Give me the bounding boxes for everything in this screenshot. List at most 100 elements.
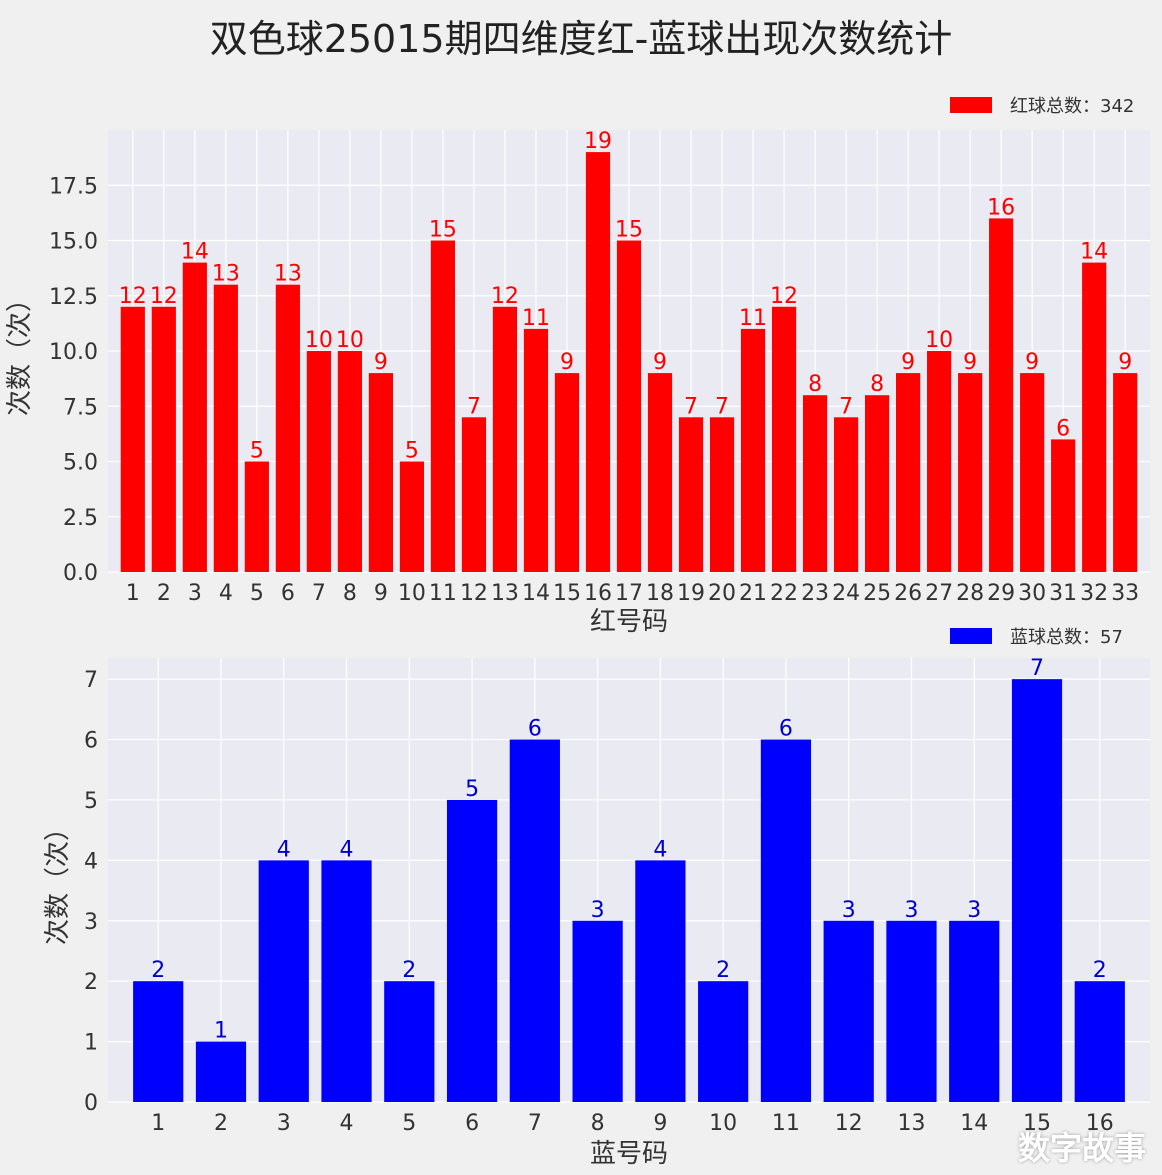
bar-21 — [740, 328, 766, 572]
x-tick-label: 10 — [398, 581, 426, 606]
bar-23 — [802, 395, 828, 572]
x-tick-label: 18 — [646, 581, 674, 606]
bar-4 — [213, 284, 238, 572]
legend-swatch — [950, 97, 992, 113]
y-axis-label: 次数（次） — [5, 286, 35, 416]
bar-value-label: 4 — [277, 837, 291, 862]
bar-value-label: 13 — [274, 262, 302, 287]
x-tick-label: 25 — [863, 581, 891, 606]
bar-value-label: 9 — [560, 350, 574, 375]
bar-value-label: 7 — [715, 394, 729, 419]
bar-9 — [635, 860, 686, 1102]
bar-19 — [678, 417, 704, 572]
y-tick-label: 0.0 — [63, 561, 98, 586]
bar-value-label: 10 — [925, 328, 953, 353]
y-tick-label: 2.5 — [63, 506, 98, 531]
x-tick-label: 4 — [340, 1111, 354, 1136]
bar-value-label: 5 — [405, 439, 419, 464]
bar-6 — [446, 799, 498, 1102]
chart-title: 双色球25015期四维度红-蓝球出现次数统计 — [209, 17, 953, 61]
bar-value-label: 2 — [402, 958, 416, 983]
x-tick-label: 15 — [553, 581, 581, 606]
bar-value-label: 13 — [212, 262, 240, 287]
x-axis-label: 红号码 — [590, 607, 668, 637]
bar-value-label: 9 — [963, 350, 977, 375]
x-tick-label: 8 — [343, 581, 357, 606]
bar-value-label: 12 — [150, 284, 178, 309]
y-axis-label: 次数（次） — [43, 815, 73, 945]
bar-2 — [195, 1041, 247, 1102]
bar-value-label: 9 — [1118, 350, 1132, 375]
bar-13 — [886, 920, 937, 1102]
x-tick-label: 12 — [835, 1111, 863, 1136]
legend-label: 蓝球总数：57 — [1010, 627, 1123, 648]
x-tick-label: 7 — [312, 581, 326, 606]
x-tick-label: 1 — [126, 581, 140, 606]
x-tick-label: 11 — [429, 581, 457, 606]
x-tick-label: 32 — [1080, 581, 1108, 606]
bar-24 — [833, 417, 859, 572]
bar-value-label: 2 — [151, 958, 165, 983]
x-tick-label: 11 — [772, 1111, 800, 1136]
x-tick-label: 29 — [987, 581, 1015, 606]
bar-7 — [306, 351, 331, 572]
x-tick-label: 2 — [157, 581, 171, 606]
x-tick-label: 14 — [522, 581, 550, 606]
bar-25 — [865, 395, 890, 572]
bar-value-label: 2 — [716, 958, 730, 983]
y-tick-label: 1 — [84, 1031, 98, 1056]
y-tick-label: 4 — [84, 849, 98, 874]
bar-value-label: 8 — [870, 372, 884, 397]
bar-29 — [989, 218, 1014, 572]
bar-value-label: 4 — [340, 837, 354, 862]
bar-16 — [585, 152, 611, 572]
bar-value-label: 14 — [181, 240, 209, 265]
y-tick-label: 3 — [84, 910, 98, 935]
bar-20 — [709, 417, 735, 572]
y-tick-label: 7 — [84, 668, 98, 693]
y-tick-label: 6 — [84, 729, 98, 754]
bar-11 — [430, 240, 456, 572]
x-tick-label: 16 — [1086, 1111, 1114, 1136]
x-axis-label: 蓝号码 — [590, 1139, 668, 1169]
x-tick-label: 23 — [801, 581, 829, 606]
bar-2 — [151, 306, 176, 572]
bar-1 — [120, 306, 145, 572]
bar-value-label: 12 — [119, 284, 147, 309]
x-tick-label: 13 — [897, 1111, 925, 1136]
bar-value-label: 9 — [1025, 350, 1039, 375]
bar-value-label: 11 — [739, 306, 767, 331]
x-tick-label: 8 — [591, 1111, 605, 1136]
bar-value-label: 3 — [904, 898, 918, 923]
y-tick-label: 7.5 — [63, 395, 98, 420]
bar-14 — [949, 920, 1000, 1102]
bar-18 — [647, 373, 673, 572]
x-tick-label: 4 — [219, 581, 233, 606]
x-tick-label: 15 — [1023, 1111, 1051, 1136]
bar-value-label: 11 — [522, 306, 550, 331]
bar-value-label: 4 — [653, 837, 667, 862]
bar-15 — [554, 373, 580, 572]
x-tick-label: 5 — [250, 581, 264, 606]
bar-value-label: 15 — [429, 218, 457, 243]
x-tick-label: 9 — [653, 1111, 667, 1136]
bar-value-label: 10 — [305, 328, 333, 353]
y-tick-label: 17.5 — [49, 174, 98, 199]
bar-30 — [1020, 373, 1045, 572]
y-tick-label: 15.0 — [49, 230, 98, 255]
x-tick-label: 31 — [1049, 581, 1077, 606]
x-tick-label: 10 — [709, 1111, 737, 1136]
bar-value-label: 10 — [336, 328, 364, 353]
bar-6 — [275, 284, 300, 572]
y-tick-label: 10.0 — [49, 340, 98, 365]
bar-10 — [399, 461, 425, 572]
bar-value-label: 19 — [584, 129, 612, 154]
bar-8 — [572, 920, 623, 1102]
x-tick-label: 13 — [491, 581, 519, 606]
x-tick-label: 33 — [1111, 581, 1139, 606]
bar-value-label: 3 — [591, 898, 605, 923]
bar-value-label: 12 — [491, 284, 519, 309]
bar-12 — [461, 417, 487, 572]
bar-14 — [523, 328, 549, 572]
